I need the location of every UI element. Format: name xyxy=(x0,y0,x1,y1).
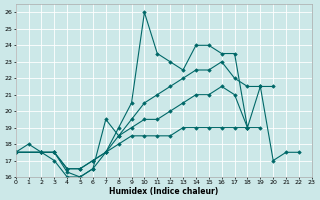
X-axis label: Humidex (Indice chaleur): Humidex (Indice chaleur) xyxy=(109,187,218,196)
